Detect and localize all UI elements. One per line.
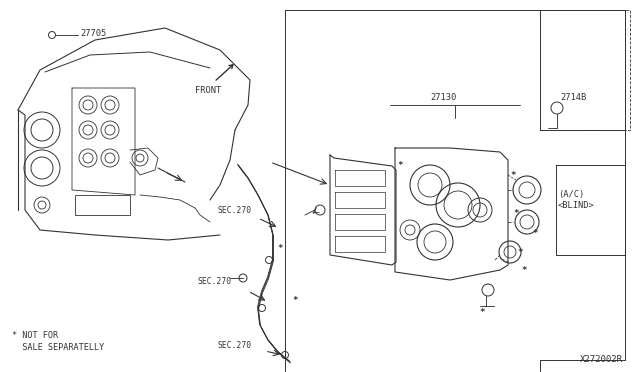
Text: *: * <box>479 308 484 317</box>
Text: (A/C)
<BLIND>: (A/C) <BLIND> <box>558 190 595 210</box>
Text: 2714B: 2714B <box>560 93 586 102</box>
Text: SEC.270: SEC.270 <box>218 205 252 215</box>
Text: *: * <box>522 266 527 275</box>
Text: 27130: 27130 <box>430 93 456 102</box>
Text: *: * <box>532 228 538 237</box>
Text: *: * <box>510 170 516 180</box>
Text: *: * <box>397 160 403 170</box>
Text: *: * <box>292 295 298 305</box>
Text: * NOT FOR: * NOT FOR <box>12 330 58 340</box>
Text: *: * <box>517 248 523 257</box>
Text: *: * <box>277 244 283 253</box>
Text: X272002R: X272002R <box>580 356 623 365</box>
Text: *: * <box>513 208 518 218</box>
Text: SEC.270: SEC.270 <box>217 340 251 350</box>
Text: SEC.270: SEC.270 <box>198 276 232 285</box>
Bar <box>75 195 130 215</box>
Text: 27705: 27705 <box>80 29 106 38</box>
Text: SALE SEPARATELLY: SALE SEPARATELLY <box>12 343 104 353</box>
Text: FRONT: FRONT <box>195 86 221 94</box>
